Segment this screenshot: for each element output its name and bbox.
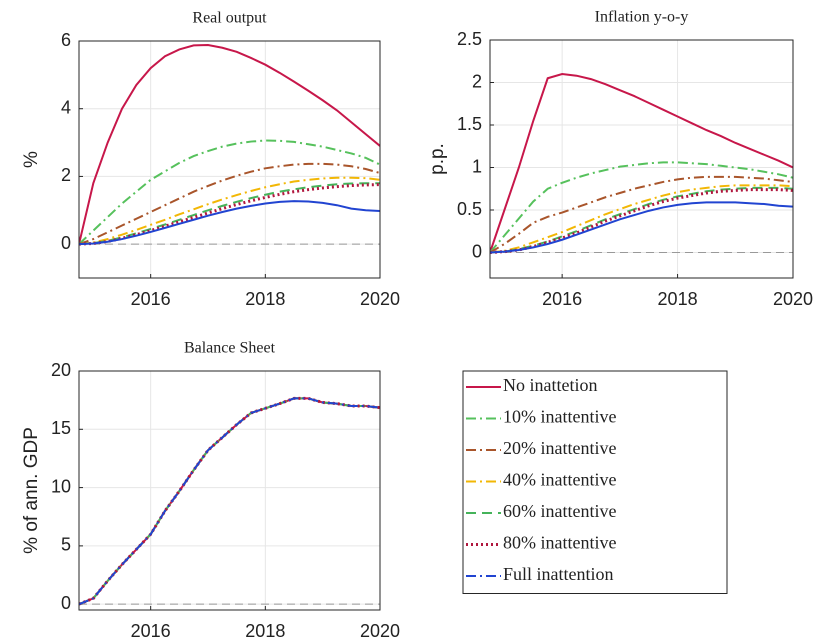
y-axis-label: % xyxy=(21,151,42,168)
axes-frame xyxy=(489,39,794,279)
y-tick-label: 0 xyxy=(61,593,71,613)
x-tick-label: 2020 xyxy=(360,621,400,641)
y-tick-label: 0 xyxy=(472,241,482,261)
series-line xyxy=(79,397,380,606)
y-tick-label: 5 xyxy=(61,535,71,555)
series-line xyxy=(490,72,793,253)
series-line xyxy=(79,44,380,245)
plot-area xyxy=(490,40,793,278)
axes-frame xyxy=(78,370,381,611)
y-axis-label: p.p. xyxy=(427,143,448,175)
y-tick-label: 6 xyxy=(61,30,71,50)
y-tick-label: 1 xyxy=(472,156,482,176)
x-tick-label: 2018 xyxy=(245,289,285,309)
y-tick-label: 2 xyxy=(61,165,71,185)
y-tick-label: 4 xyxy=(61,97,71,117)
y-tick-label: 10 xyxy=(51,476,71,496)
x-tick-label: 2016 xyxy=(131,289,171,309)
x-tick-label: 2018 xyxy=(245,621,285,641)
legend-label: No inattetion xyxy=(503,375,597,395)
series-line xyxy=(490,188,793,254)
series-line xyxy=(490,175,793,254)
legend-label: 10% inattentive xyxy=(503,407,616,427)
legend-label: 80% inattentive xyxy=(503,533,616,553)
subplot-title: Balance Sheet xyxy=(184,340,276,357)
legend-label: Full inattention xyxy=(503,564,614,584)
subplot-title: Inflation y-o-y xyxy=(595,9,689,26)
y-tick-label: 0 xyxy=(61,233,71,253)
series-line xyxy=(79,396,380,606)
legend-box xyxy=(462,370,728,594)
legend: No inattetion 10% inattentive 20% inattent… xyxy=(462,370,728,594)
subplot: 0 0.5 1 1.5 2 2.5 2016 2018 2020 Inflation y-o-y p… xyxy=(427,9,813,309)
y-tick-label: 1.5 xyxy=(457,114,482,134)
x-tick-label: 2016 xyxy=(542,289,582,309)
series-line xyxy=(490,184,793,254)
y-tick-label: 20 xyxy=(51,360,71,380)
x-tick-label: 2020 xyxy=(773,289,813,309)
plot-area xyxy=(79,371,380,610)
y-tick-label: 0.5 xyxy=(457,199,482,219)
x-tick-label: 2018 xyxy=(658,289,698,309)
series-line xyxy=(79,139,380,245)
series-line xyxy=(490,201,793,254)
legend-label: 40% inattentive xyxy=(503,470,616,490)
y-tick-label: 2.5 xyxy=(457,29,482,49)
subplot-title: Real output xyxy=(192,10,267,27)
series-line xyxy=(79,200,380,246)
y-tick-label: 15 xyxy=(51,418,71,438)
subplot: 0 5 10 15 20 2016 2018 2020 Balance Sheet % of an… xyxy=(21,340,400,641)
legend-label: 20% inattentive xyxy=(503,438,616,458)
x-tick-label: 2016 xyxy=(131,621,171,641)
series-line xyxy=(490,161,793,254)
plot-area xyxy=(79,41,380,278)
y-tick-label: 2 xyxy=(472,71,482,91)
series-line xyxy=(79,162,380,246)
legend-label: 60% inattentive xyxy=(503,501,616,521)
subplot: 0 2 4 6 2016 2018 2020 Real output% xyxy=(21,10,400,309)
axes-frame xyxy=(78,40,381,279)
x-tick-label: 2020 xyxy=(360,289,400,309)
series-line xyxy=(79,176,380,246)
y-axis-label: % of ann. GDP xyxy=(21,427,42,554)
